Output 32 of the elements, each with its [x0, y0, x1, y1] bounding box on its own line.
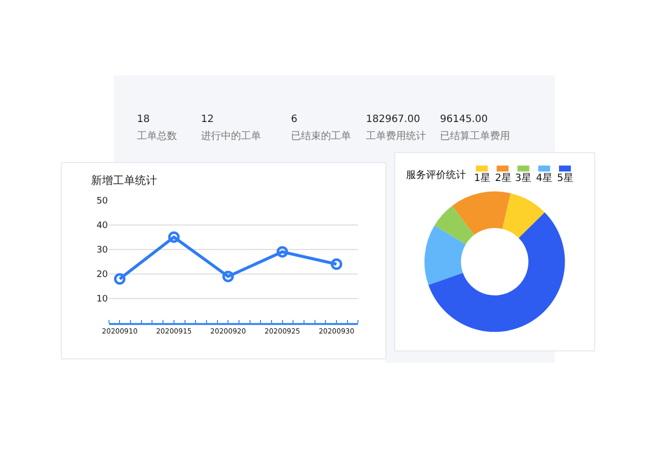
- text: 已结束的工单: [291, 130, 351, 142]
- donut-slice: [452, 191, 510, 235]
- y-tick-label: 50: [96, 196, 108, 206]
- y-tick-label: 20: [96, 270, 108, 280]
- point: [222, 270, 234, 282]
- chart-title: 新增工单统计: [91, 174, 157, 187]
- point: [114, 273, 126, 285]
- text: 工单总数: [137, 130, 177, 142]
- legend-label: 3星: [515, 173, 532, 184]
- point: [168, 231, 180, 243]
- point: [330, 258, 342, 270]
- text: 182967.00: [366, 114, 420, 125]
- point: [276, 246, 288, 258]
- legend-label: 1星: [474, 173, 490, 184]
- text: 6: [291, 114, 298, 125]
- text: 18: [137, 114, 150, 125]
- text: 96145.00: [440, 114, 488, 125]
- text: 进行中的工单: [201, 130, 261, 142]
- y-tick-label: 40: [96, 220, 108, 231]
- donut-slice: [434, 206, 474, 244]
- donut-slice: [424, 226, 466, 286]
- legend-label: 5星: [557, 173, 574, 184]
- text: 12: [201, 114, 214, 125]
- legend-label: 2星: [495, 173, 512, 184]
- chart-title: 服务评价统计: [406, 169, 466, 181]
- donut-slice: [428, 212, 565, 332]
- y-tick-label: 10: [96, 294, 108, 305]
- text: 工单费用统计: [366, 130, 426, 142]
- y-tick-label: 30: [96, 246, 108, 256]
- donut-slice: [502, 193, 545, 238]
- text: 已结算工单费用: [440, 130, 510, 142]
- legend-label: 4星: [536, 173, 552, 184]
